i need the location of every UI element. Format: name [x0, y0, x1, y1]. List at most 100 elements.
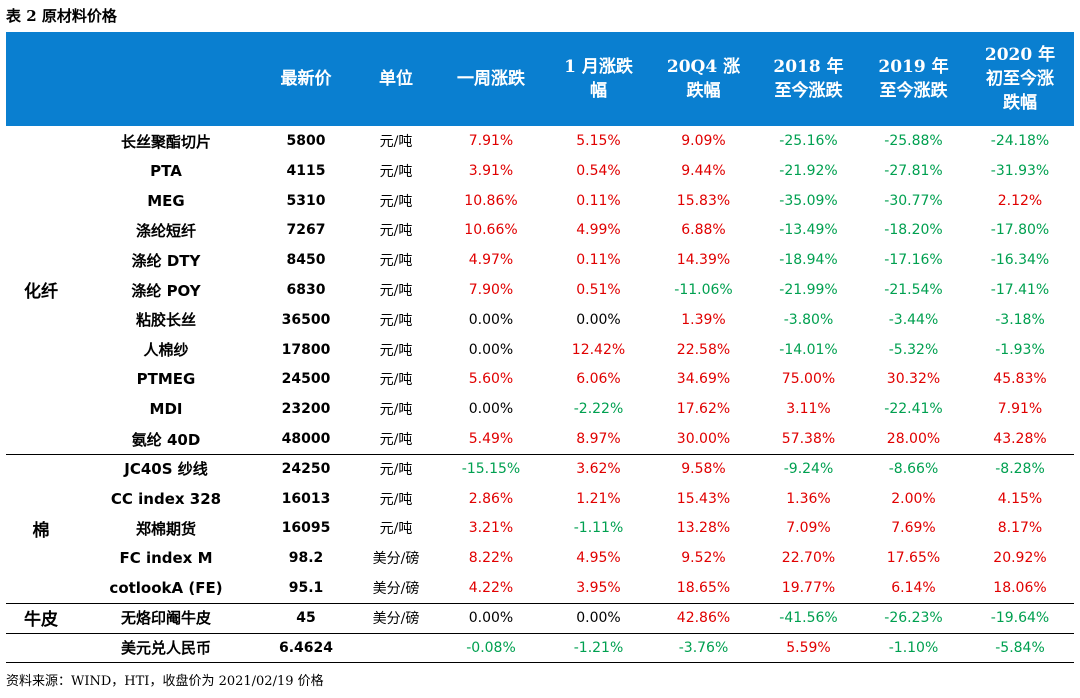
change-value: -3.76%	[678, 639, 729, 656]
change-value: -26.23%	[884, 609, 943, 626]
table-row: 人棉纱 17800 元/吨 0.00% 12.42% 22.58% -14.01% -5.32…	[6, 335, 1074, 365]
change-value: 4.95%	[576, 550, 621, 567]
change-value: 0.00%	[576, 311, 621, 328]
latest-price: 45	[296, 609, 316, 626]
change-value: 30.32%	[886, 371, 941, 388]
table-row: 粘胶长丝 36500 元/吨 0.00% 0.00% 1.39% -3.80% -3.44% -…	[6, 305, 1074, 335]
change-value: 8.22%	[468, 550, 514, 567]
change-value: 30.00%	[676, 431, 731, 447]
change-value: 18.06%	[993, 580, 1047, 596]
header-cell: 2019 年 至今涨跌	[878, 57, 949, 101]
change-value: 9.44%	[681, 162, 726, 179]
change-value: 0.00%	[468, 609, 514, 626]
unit: 元/吨	[379, 193, 413, 210]
unit: 元/吨	[379, 402, 413, 419]
change-value: 9.52%	[681, 550, 726, 567]
change-value: 34.69%	[676, 371, 731, 388]
source-note: 资料来源：WIND，HTI，收盘价为 2021/02/19 价格	[6, 674, 324, 689]
unit: 元/吨	[379, 223, 413, 240]
table-header: 最新价 单位 一周涨跌 1 月涨跌 幅 20Q4 涨 跌幅 2018 年 至今涨跌 2019…	[6, 32, 1074, 126]
table-row: cotlookA (FE) 95.1 美分/磅 4.22% 3.95% 18.65% 19.…	[6, 573, 1074, 603]
material-name: PTA	[150, 161, 182, 180]
change-value: 10.86%	[464, 192, 518, 209]
latest-price: 7267	[286, 222, 326, 239]
change-value: 4.22%	[468, 580, 514, 596]
change-value: 4.97%	[468, 252, 514, 269]
table-row: MEG 5310 元/吨 10.86% 0.11% 15.83% -35.09% -30.77…	[6, 186, 1074, 216]
change-value: -41.56%	[779, 609, 838, 626]
latest-price: 5310	[286, 192, 326, 209]
change-value: -2.22%	[573, 401, 624, 418]
change-value: 22.58%	[676, 341, 731, 358]
latest-price: 6830	[286, 282, 326, 298]
change-value: -16.34%	[990, 252, 1050, 269]
change-value: 22.70%	[781, 550, 836, 567]
unit: 元/吨	[379, 491, 413, 508]
header-cell: 一周涨跌	[457, 69, 525, 89]
change-value: -19.64%	[990, 609, 1050, 626]
unit: 元/吨	[379, 461, 413, 478]
change-value: -31.93%	[990, 162, 1050, 179]
unit: 元/吨	[379, 134, 413, 150]
material-name: 粘胶长丝	[135, 311, 196, 330]
change-value: -17.80%	[990, 222, 1050, 239]
change-value: -11.06%	[674, 282, 733, 298]
change-value: 0.00%	[468, 341, 514, 358]
change-value: -30.77%	[884, 192, 943, 209]
change-value: -1.10%	[888, 639, 939, 656]
unit	[356, 633, 436, 663]
table-title: 表 2 原材料价格	[6, 7, 117, 25]
change-value: -17.41%	[990, 282, 1050, 298]
change-value: -35.09%	[779, 192, 838, 209]
change-value: 9.09%	[681, 133, 726, 149]
change-value: -8.66%	[888, 460, 939, 477]
material-name: 长丝聚酯切片	[120, 132, 211, 151]
table-row: 涤纶 DTY 8450 元/吨 4.97% 0.11% 14.39% -18.94% -17.…	[6, 245, 1074, 275]
material-name: cotlookA (FE)	[109, 579, 223, 597]
unit: 元/吨	[379, 521, 413, 538]
change-value: -14.01%	[779, 341, 838, 358]
change-value: -3.80%	[783, 311, 834, 328]
change-value: 0.54%	[576, 162, 621, 179]
table-row: 涤纶短纤 7267 元/吨 10.66% 4.99% 6.88% -13.49% -18.20…	[6, 215, 1074, 245]
change-value: 3.11%	[786, 401, 831, 418]
change-value: 3.62%	[576, 460, 621, 477]
material-name: PTMEG	[136, 370, 196, 389]
change-value: 2.12%	[997, 192, 1043, 209]
header-cell: 20Q4 涨 跌幅	[666, 57, 741, 101]
change-value: 57.38%	[781, 431, 836, 447]
unit: 元/吨	[379, 163, 413, 180]
change-value: -1.93%	[995, 341, 1045, 358]
change-value: -8.28%	[995, 460, 1045, 477]
latest-price: 17800	[281, 341, 331, 358]
change-value: 9.58%	[681, 460, 726, 477]
change-value: -9.24%	[783, 460, 834, 477]
latest-price: 6.4624	[278, 639, 334, 656]
change-value: 10.66%	[464, 222, 518, 239]
change-value: -24.18%	[990, 133, 1050, 149]
change-value: 18.65%	[676, 580, 731, 596]
change-value: 4.99%	[576, 222, 621, 239]
change-value: -5.84%	[995, 639, 1045, 656]
change-value: 0.00%	[468, 401, 514, 418]
change-value: -21.99%	[779, 282, 838, 298]
material-name: 涤纶短纤	[135, 221, 196, 240]
change-value: 12.42%	[571, 341, 626, 358]
material-name: FC index M	[119, 549, 213, 568]
change-value: 20.92%	[993, 550, 1047, 567]
change-value: 28.00%	[886, 431, 941, 447]
unit: 元/吨	[379, 342, 413, 359]
change-value: 0.11%	[576, 192, 621, 209]
table-row: 郑棉期货 16095 元/吨 3.21% -1.11% 13.28% 7.09% 7.69% 8…	[6, 513, 1074, 543]
table-row: PTMEG 24500 元/吨 5.60% 6.06% 34.69% 75.00% 30.32…	[6, 364, 1074, 394]
change-value: 1.21%	[576, 490, 621, 507]
material-name: CC index 328	[110, 489, 222, 508]
latest-price: 4115	[286, 162, 326, 179]
table-row: 氨纶 40D 48000 元/吨 5.49% 8.97% 30.00% 57.38% 28.0…	[6, 424, 1074, 454]
change-value: -25.16%	[779, 133, 838, 149]
unit: 元/吨	[379, 432, 413, 448]
row-divider	[6, 453, 1074, 455]
material-name: 人棉纱	[143, 341, 189, 360]
change-value: 45.83%	[993, 371, 1047, 388]
change-value: -13.49%	[779, 222, 838, 239]
